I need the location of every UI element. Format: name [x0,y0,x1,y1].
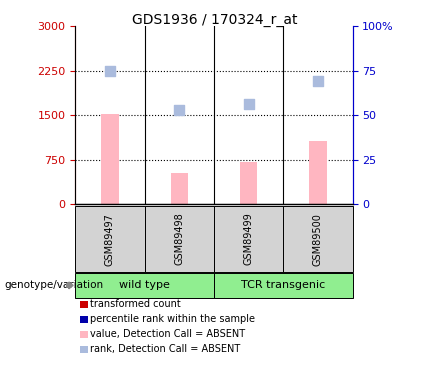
Bar [240,162,257,204]
Text: value, Detection Call = ABSENT: value, Detection Call = ABSENT [90,329,246,339]
Text: GSM89500: GSM89500 [313,213,323,266]
Bar [309,141,327,204]
Bar [101,114,119,204]
Point [176,107,183,113]
Point [107,68,114,74]
Bar [171,173,188,204]
Text: wild type: wild type [119,280,170,290]
Text: percentile rank within the sample: percentile rank within the sample [90,314,255,324]
Text: GSM89498: GSM89498 [174,213,184,266]
Text: genotype/variation: genotype/variation [4,280,104,290]
Text: rank, Detection Call = ABSENT: rank, Detection Call = ABSENT [90,344,240,354]
Text: GDS1936 / 170324_r_at: GDS1936 / 170324_r_at [132,13,298,27]
Point [245,101,252,107]
Text: TCR transgenic: TCR transgenic [241,280,326,290]
Text: GSM89497: GSM89497 [105,213,115,266]
Text: GSM89499: GSM89499 [243,213,254,266]
Text: transformed count: transformed count [90,299,181,309]
Point [314,78,321,84]
